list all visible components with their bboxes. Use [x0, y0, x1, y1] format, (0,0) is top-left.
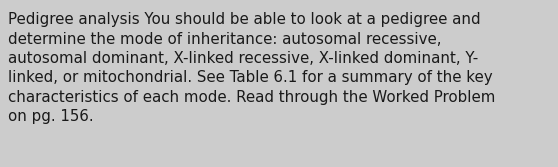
Text: determine the mode of inheritance: autosomal recessive,: determine the mode of inheritance: autos…	[8, 32, 441, 46]
Text: Pedigree analysis You should be able to look at a pedigree and: Pedigree analysis You should be able to …	[8, 12, 480, 27]
Text: autosomal dominant, X-linked recessive, X-linked dominant, Y-: autosomal dominant, X-linked recessive, …	[8, 51, 478, 66]
Text: on pg. 156.: on pg. 156.	[8, 110, 94, 125]
Text: characteristics of each mode. Read through the Worked Problem: characteristics of each mode. Read throu…	[8, 90, 496, 105]
Text: linked, or mitochondrial. See Table 6.1 for a summary of the key: linked, or mitochondrial. See Table 6.1 …	[8, 70, 493, 86]
